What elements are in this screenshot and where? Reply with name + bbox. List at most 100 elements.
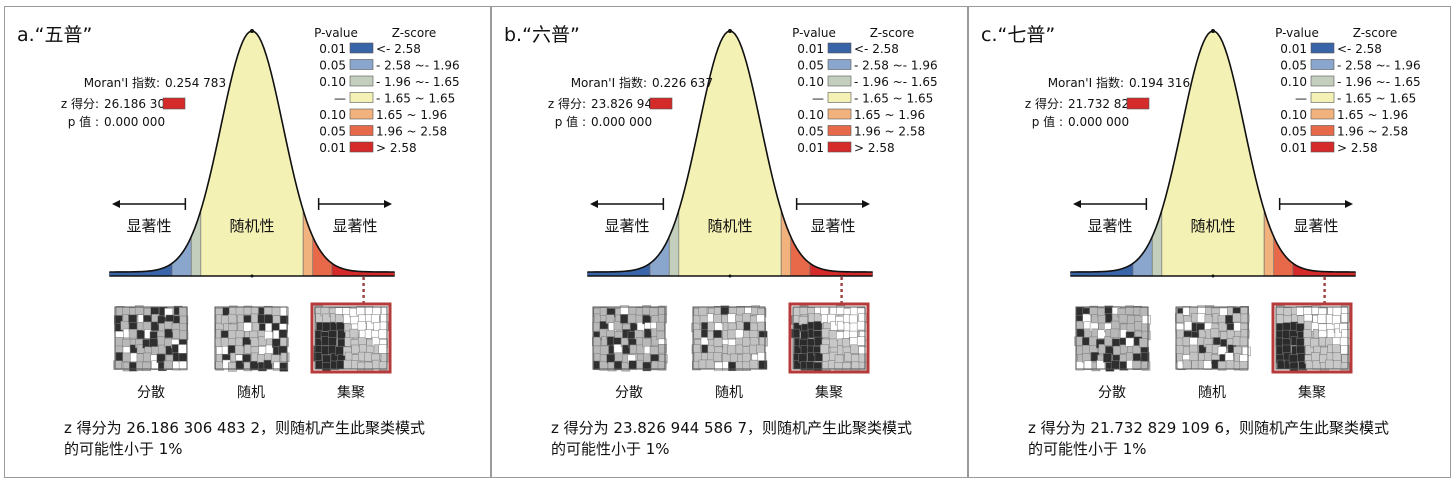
panel-b-map-cell bbox=[627, 313, 637, 324]
panel-c-map-cell bbox=[1175, 313, 1184, 323]
panel-c-legend-p-4: 0.10 bbox=[1280, 108, 1307, 122]
panel-a-map-cell bbox=[142, 361, 151, 372]
panel-b-map-cell bbox=[642, 338, 652, 348]
panel-a-z-value: 26.186 306 bbox=[104, 97, 173, 111]
panel-b-map-clustered bbox=[791, 305, 868, 372]
panel-c-map-cell bbox=[1225, 360, 1235, 370]
panel-c-map-cell bbox=[1332, 360, 1342, 370]
panel-a-curve-band-6 bbox=[331, 262, 395, 277]
panel-a-moran-value: 0.254 783 bbox=[165, 76, 226, 90]
panel-b-conclusion-line1: z 得分为 23.826 944 586 7，则随机产生此聚类模式 bbox=[551, 419, 912, 437]
panel-b-map-cell bbox=[848, 314, 858, 324]
panel-b-legend-z-5: 1.96 ~ 2.58 bbox=[854, 125, 925, 139]
panel-c-map-cell bbox=[1141, 315, 1151, 325]
panel-b-map-cell bbox=[828, 330, 838, 340]
panel-a-curve-band-2 bbox=[190, 210, 202, 277]
panel-c-conclusion-line2: 的可能性小于 1% bbox=[1028, 440, 1147, 458]
panel-b-legend-z-header: Z-score bbox=[870, 26, 915, 40]
panel-a-map-cell bbox=[114, 337, 124, 347]
panel-a: a.“五普” 显著性 随机性 显著性 Moran'I 指数: 0.254 783 z 得分:… bbox=[4, 6, 491, 478]
panel-a-legend-swatch-2 bbox=[349, 75, 374, 87]
panel-a-map-cell bbox=[120, 320, 130, 331]
panel-c-map-cell bbox=[1196, 313, 1206, 323]
panel-b-map-cell bbox=[698, 306, 708, 317]
panel-c-map-cell bbox=[1203, 360, 1212, 370]
panel-a-legend-z-2: - 1.96 ~- 1.65 bbox=[376, 75, 460, 89]
panel-a-map-cell bbox=[370, 314, 380, 324]
panel-a-arrow-left-head bbox=[112, 200, 120, 208]
panel-a-map-cell bbox=[178, 344, 187, 354]
panel-a-legend-swatch-0 bbox=[349, 42, 374, 54]
panel-b-map-cell bbox=[800, 330, 810, 340]
panel-a-map-frame bbox=[114, 306, 188, 370]
panel-b-legend-swatch-2 bbox=[827, 75, 852, 87]
panel-b-z-label: z 得分: bbox=[548, 96, 586, 111]
panel-b-label-significant-left: 显著性 bbox=[604, 217, 649, 235]
panel-a-conclusion-line2: 的可能性小于 1% bbox=[64, 440, 183, 458]
panel-c-map-cell bbox=[1182, 359, 1192, 369]
panel-b-map-cell bbox=[693, 329, 703, 339]
panel-b-legend-swatch-6 bbox=[827, 141, 852, 153]
panel-b-p-value: 0.000 000 bbox=[591, 115, 652, 129]
panel-b-legend-z-2: - 1.96 ~- 1.65 bbox=[854, 75, 938, 89]
panel-a-map-cell bbox=[164, 328, 174, 339]
panel-a-p-label: p 值 : bbox=[68, 114, 99, 129]
panel-c-map-cell bbox=[1297, 353, 1306, 363]
panel-b-z-value: 23.826 945 bbox=[591, 97, 660, 111]
panel-b-legend-p-3: — bbox=[812, 92, 824, 106]
panel-b-curve-band-6 bbox=[809, 262, 873, 277]
panel-c-pattern-label-2: 集聚 bbox=[1298, 384, 1326, 401]
panel-b-map-cell bbox=[606, 353, 616, 364]
panel-a-pattern-label-0: 分散 bbox=[137, 385, 165, 401]
panel-b-curve-band-2 bbox=[668, 210, 680, 277]
panel-c-map-cell bbox=[1332, 306, 1342, 317]
panel-c-legend-p-2: 0.10 bbox=[1280, 75, 1307, 89]
panel-b-label-random: 随机性 bbox=[707, 217, 752, 235]
panel-b-map-cell bbox=[813, 362, 823, 372]
panel-a-cluster-highlight bbox=[310, 302, 392, 374]
panel-a-z-label: z 得分: bbox=[61, 96, 99, 111]
panel-a-legend-z-3: - 1.65 ~ 1.65 bbox=[376, 92, 455, 106]
panel-a-map-cell bbox=[263, 305, 273, 316]
panel-c-map-cell bbox=[1111, 320, 1120, 331]
panel-c-legend-p-3: — bbox=[1295, 92, 1307, 106]
panel-c-map-cell bbox=[1283, 307, 1293, 317]
panel-c-legend-swatch-2 bbox=[1310, 75, 1335, 87]
panel-a-curve-mean-tick bbox=[250, 274, 254, 278]
panel-b-map-cell bbox=[605, 314, 615, 324]
panel-b-moran-value: 0.226 637 bbox=[652, 76, 713, 90]
panel-a-legend-z-5: 1.96 ~ 2.58 bbox=[376, 125, 447, 139]
panel-c-map-frame bbox=[1275, 306, 1349, 370]
panel-b-z-swatch bbox=[649, 97, 673, 110]
panel-b-map-cell bbox=[758, 360, 768, 370]
panel-b-svg: b.“六普” 显著性 随机性 显著性 Moran'I 指数: 0.226 637 z 得分:… bbox=[504, 24, 938, 458]
panel-c-legend-swatch-5 bbox=[1310, 125, 1335, 136]
panel-a-p-value: 0.000 000 bbox=[104, 115, 165, 129]
panel-c-legend-p-header: P-value bbox=[1275, 26, 1319, 40]
panel-a-map-dispersed bbox=[113, 305, 189, 372]
panel-c-p-value: 0.000 000 bbox=[1068, 115, 1129, 129]
panel-b-map-cell bbox=[856, 336, 866, 346]
panel-b-map-frame bbox=[592, 306, 666, 370]
panel-c-legend-p-1: 0.05 bbox=[1280, 59, 1307, 73]
panel-b-legend-swatch-4 bbox=[827, 108, 852, 120]
panel-b-map-cell bbox=[657, 361, 667, 371]
panel-a-map-cell bbox=[335, 346, 344, 356]
panel-b-legend-z-1: - 2.58 ~- 1.96 bbox=[854, 59, 938, 73]
panel-b-map-cell bbox=[628, 360, 638, 370]
panel-c-curve-mean-tick bbox=[1211, 274, 1215, 278]
panel-c-legend-p-6: 0.01 bbox=[1280, 141, 1307, 155]
panel-b-map-cell bbox=[727, 313, 737, 323]
panel-a-curve-band-4 bbox=[302, 210, 314, 277]
panel-c-map-cell bbox=[1303, 320, 1313, 331]
panel-b-curve-peak bbox=[728, 29, 732, 33]
panel-c-curve-band-4 bbox=[1263, 210, 1275, 277]
panel-b-curve-band-3 bbox=[678, 30, 782, 277]
panel-b-legend-p-1: 0.05 bbox=[797, 59, 824, 73]
panel-c-map-cell bbox=[1295, 337, 1305, 348]
panel-c-map-cell bbox=[1331, 315, 1341, 325]
panel-c-legend-swatch-6 bbox=[1310, 141, 1335, 153]
panel-a-svg: a.“五普” 显著性 随机性 显著性 Moran'I 指数: 0.254 783 z 得分:… bbox=[17, 24, 460, 458]
panel-a-map-cell bbox=[235, 306, 245, 317]
panel-c-map-cell bbox=[1332, 352, 1342, 362]
